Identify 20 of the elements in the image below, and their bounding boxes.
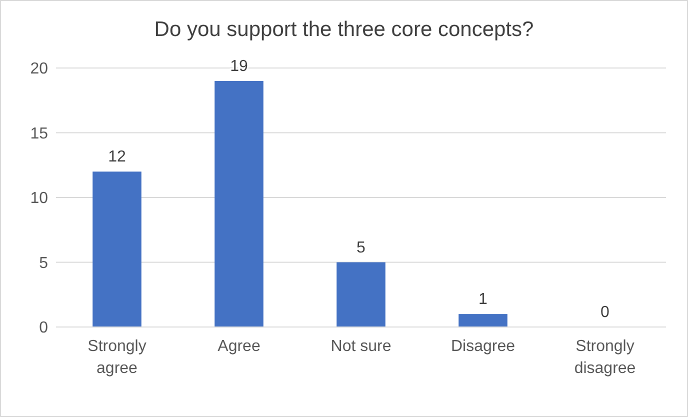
y-tick-label: 0	[39, 320, 48, 337]
data-label: 12	[108, 148, 126, 166]
x-tick-label: Not sure	[330, 338, 392, 355]
data-label: 5	[356, 239, 366, 256]
y-tick-label: 15	[30, 125, 48, 142]
data-label: 19	[230, 58, 248, 75]
data-label: 0	[600, 304, 610, 321]
y-tick-label: 20	[30, 60, 48, 78]
bar	[336, 262, 386, 327]
bar	[92, 172, 142, 327]
x-tick-label: Disagree	[450, 338, 516, 355]
x-tick-label: Strongly disagree	[574, 338, 636, 377]
y-tick-label: 10	[30, 190, 48, 208]
x-tick-label: Agree	[218, 338, 260, 355]
x-tick-label: Strongly agree	[88, 338, 146, 377]
bar	[214, 80, 264, 327]
chart-title: Do you support the three core concepts?	[153, 16, 535, 42]
y-tick-label: 5	[39, 254, 48, 272]
bar	[458, 314, 508, 327]
data-label: 1	[478, 291, 488, 308]
